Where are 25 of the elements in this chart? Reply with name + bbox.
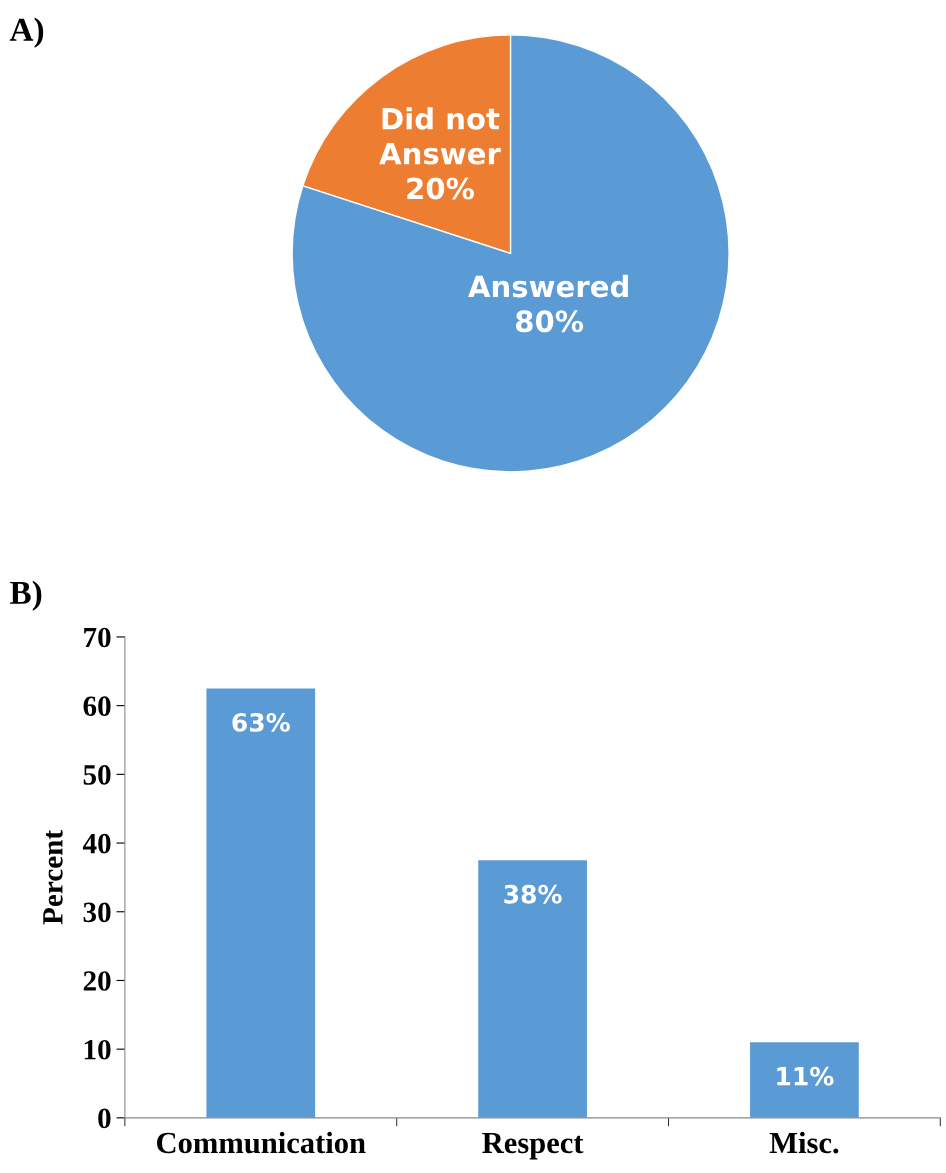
data-label: 80% [516,310,584,333]
data-label: 38% [504,884,562,904]
y-axis-title: Percent [43,830,63,925]
bar [206,688,316,1118]
pie-slice [291,34,730,473]
y-tick-label: 10 [84,1039,111,1060]
x-tick-label: Misc. [769,1131,839,1154]
slice-label: Answered [468,274,628,298]
y-tick-label: 60 [83,696,111,717]
text: A) [9,17,44,48]
data-label: 63% [232,712,290,732]
y-tick-label: 0 [98,1108,111,1129]
y-tick-label: 40 [82,833,111,854]
bar [478,860,587,1118]
y-tick-label: 30 [83,902,111,923]
y-tick-label: 70 [84,627,111,648]
y-tick-label: 50 [83,765,111,785]
text: B) [10,580,42,611]
data-label: 20% [407,177,474,200]
x-tick-label: Communication [157,1131,366,1154]
data-label: 11% [777,1066,834,1086]
slice-label: Did not Answer [379,107,501,165]
bar [750,1042,859,1118]
y-tick-label: 20 [83,971,111,991]
x-tick-label: Respect [482,1132,584,1160]
